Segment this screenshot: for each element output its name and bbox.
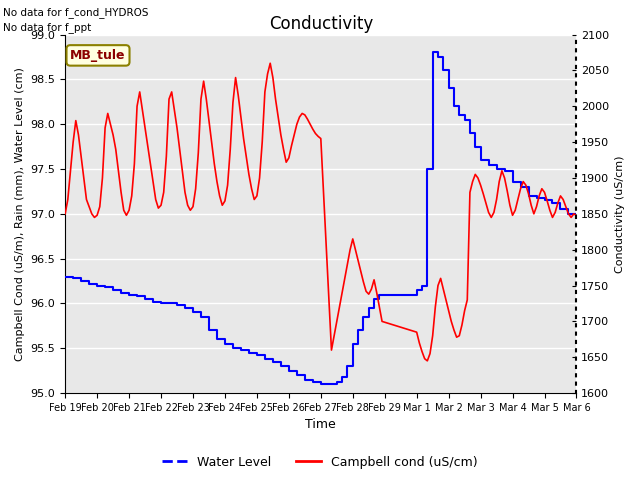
Legend: Water Level, Campbell cond (uS/cm): Water Level, Campbell cond (uS/cm) [157, 451, 483, 474]
Title: Conductivity: Conductivity [269, 15, 373, 33]
Y-axis label: Campbell Cond (uS/m), Rain (mm), Water Level (cm): Campbell Cond (uS/m), Rain (mm), Water L… [15, 67, 25, 361]
Text: MB_tule: MB_tule [70, 49, 126, 62]
Y-axis label: Conductivity (uS/cm): Conductivity (uS/cm) [615, 155, 625, 273]
X-axis label: Time: Time [305, 419, 336, 432]
Text: No data for f_cond_HYDROS: No data for f_cond_HYDROS [3, 7, 148, 18]
Text: No data for f_ppt: No data for f_ppt [3, 22, 92, 33]
